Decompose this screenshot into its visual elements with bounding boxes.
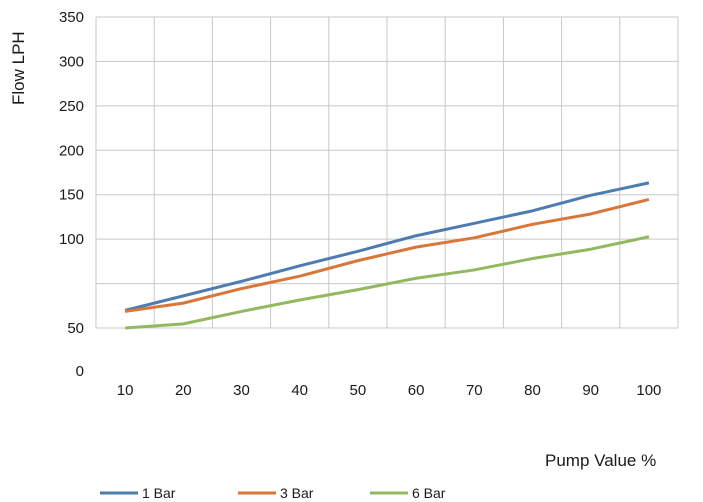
y-tick-label: 300	[59, 53, 84, 70]
y-tick-label: 200	[59, 142, 84, 159]
x-tick-label: 90	[582, 382, 599, 399]
legend-item: 3 Bar	[238, 485, 314, 501]
x-tick-label: 60	[408, 382, 425, 399]
x-tick-label: 40	[291, 382, 308, 399]
x-tick-label: 20	[175, 382, 192, 399]
series-lines	[124, 181, 650, 330]
y-tick-label: 100	[59, 231, 84, 248]
x-tick-label: 70	[466, 382, 483, 399]
series-line-6-bar	[124, 235, 650, 330]
y-axis-title: Flow LPH	[9, 31, 28, 105]
x-tick-label: 100	[636, 382, 661, 399]
legend: 1 Bar 3 Bar 6 Bar	[100, 485, 446, 501]
legend-label: 6 Bar	[412, 485, 446, 501]
y-tick-label: 250	[59, 98, 84, 115]
series-line-3-bar	[124, 197, 650, 313]
y-tick-label: 150	[59, 187, 84, 204]
y-tick-label: 50	[67, 320, 84, 337]
chart-grid	[95, 16, 679, 329]
series-line-1-bar	[124, 181, 650, 312]
legend-item: 1 Bar	[100, 485, 176, 501]
y-tick-label: 0	[76, 363, 84, 380]
x-tick-label: 30	[233, 382, 250, 399]
x-axis-title: Pump Value %	[545, 451, 656, 470]
x-tick-label: 10	[117, 382, 134, 399]
x-tick-label: 80	[524, 382, 541, 399]
y-tick-label: 350	[59, 9, 84, 26]
x-axis-ticks: 10 20 30 40 50 60 70 80 90 100	[117, 382, 662, 399]
legend-label: 3 Bar	[280, 485, 314, 501]
y-axis-ticks: 350 300 250 200 150 100 50 0	[59, 9, 84, 380]
legend-item: 6 Bar	[370, 485, 446, 501]
legend-label: 1 Bar	[142, 485, 176, 501]
x-tick-label: 50	[350, 382, 367, 399]
